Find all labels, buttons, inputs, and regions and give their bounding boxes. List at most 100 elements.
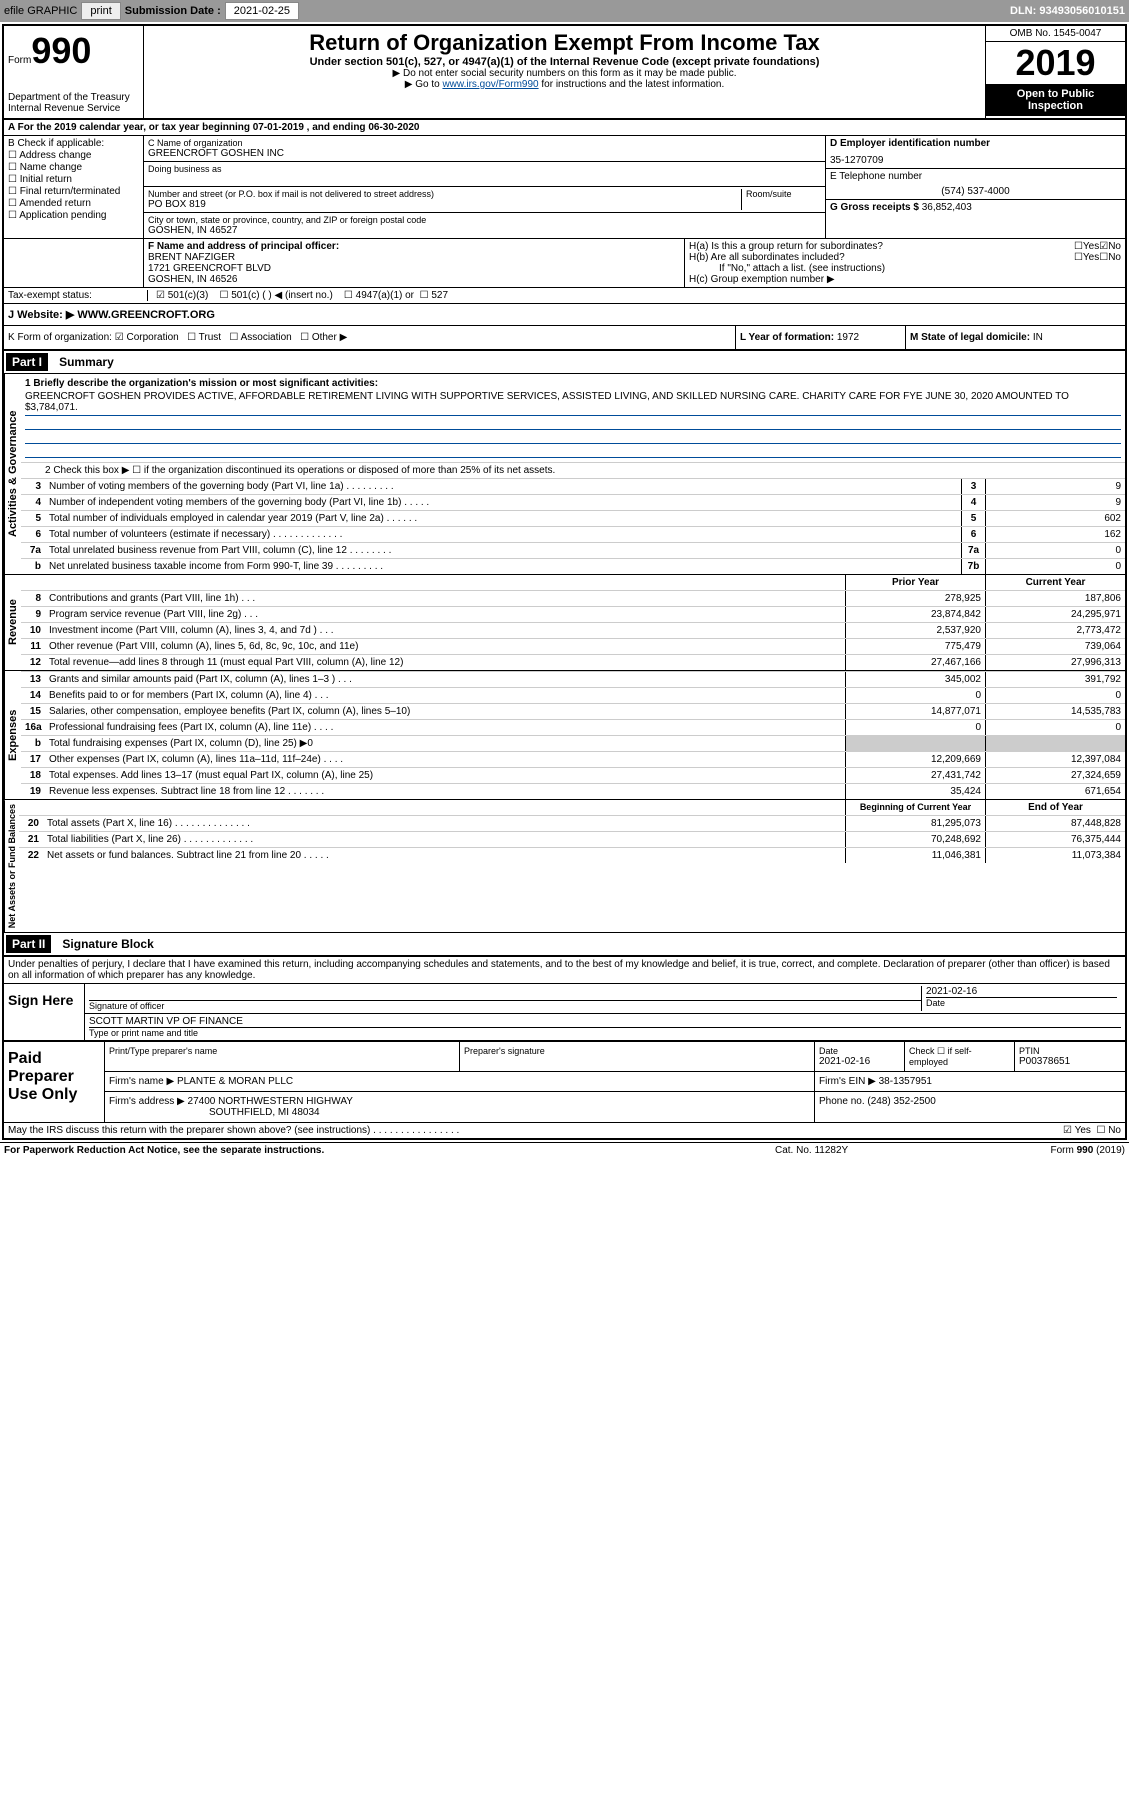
discuss-q: May the IRS discuss this return with the… (8, 1125, 1063, 1136)
activities-governance: Activities & Governance 1 Briefly descri… (4, 374, 1125, 575)
website-url: WWW.GREENCROFT.ORG (77, 309, 215, 321)
omb-number: OMB No. 1545-0047 (986, 26, 1125, 42)
summary-line: 13Grants and similar amounts paid (Part … (21, 671, 1125, 687)
header-left: Form 990 Department of the Treasury Inte… (4, 26, 144, 118)
i-label: Tax-exempt status: (8, 290, 92, 301)
f-label: F Name and address of principal officer: (148, 241, 680, 252)
dln: DLN: 93493056010151 (1010, 5, 1125, 17)
cb-amended[interactable]: ☐ Amended return (8, 198, 139, 209)
page-footer: For Paperwork Reduction Act Notice, see … (0, 1142, 1129, 1158)
k-label: K Form of organization: (8, 332, 112, 343)
form-ref: Form 990 (2019) (975, 1145, 1125, 1156)
summary-line: 6Total number of volunteers (estimate if… (21, 526, 1125, 542)
cb-name[interactable]: ☐ Name change (8, 162, 139, 173)
tax-period: A For the 2019 calendar year, or tax yea… (4, 120, 1125, 136)
firm-ein: 38-1357951 (879, 1076, 932, 1087)
summary-line: 4Number of independent voting members of… (21, 494, 1125, 510)
ein-label: D Employer identification number (830, 138, 1121, 149)
summary-line: 10Investment income (Part VIII, column (… (21, 622, 1125, 638)
summary-line: bTotal fundraising expenses (Part IX, co… (21, 735, 1125, 751)
part1-badge: Part I (6, 353, 48, 371)
revenue-section: Revenue Prior Year Current Year 8Contrib… (4, 575, 1125, 671)
summary-line: bNet unrelated business taxable income f… (21, 558, 1125, 574)
summary-line: 15Salaries, other compensation, employee… (21, 703, 1125, 719)
hb-label: H(b) Are all subordinates included? (689, 252, 1074, 263)
summary-line: 17Other expenses (Part IX, column (A), l… (21, 751, 1125, 767)
gross-receipts: 36,852,403 (922, 202, 972, 213)
submission-label: Submission Date : (125, 5, 221, 17)
dba-label: Doing business as (148, 164, 821, 174)
org-address: PO BOX 819 (148, 199, 741, 210)
501c3: 501(c)(3) (168, 290, 209, 301)
perjury-declare: Under penalties of perjury, I declare th… (4, 957, 1125, 983)
l-label: L Year of formation: (740, 332, 834, 343)
sign-here: Sign Here (4, 984, 84, 1040)
col-c: C Name of organization GREENCROFT GOSHEN… (144, 136, 825, 238)
part1-title: Summary (59, 355, 114, 369)
4947: 4947(a)(1) or (356, 290, 414, 301)
prior-year-hdr: Prior Year (845, 575, 985, 590)
summary-line: 11Other revenue (Part VIII, column (A), … (21, 638, 1125, 654)
c-name-label: C Name of organization (148, 138, 821, 148)
dept-treasury: Department of the Treasury Internal Reve… (8, 92, 139, 114)
summary-line: 20Total assets (Part X, line 16) . . . .… (19, 815, 1125, 831)
section-b-row: B Check if applicable: ☐ Address change … (4, 136, 1125, 239)
form-title: Return of Organization Exempt From Incom… (148, 30, 981, 56)
current-year-hdr: Current Year (985, 575, 1125, 590)
summary-line: 5Total number of individuals employed in… (21, 510, 1125, 526)
k-right: M State of legal domicile: IN (905, 326, 1125, 349)
q1: 1 Briefly describe the organization's mi… (25, 378, 1121, 389)
cb-address[interactable]: ☐ Address change (8, 150, 139, 161)
phone: (574) 537-4000 (830, 186, 1121, 197)
header-mid: Return of Organization Exempt From Incom… (144, 26, 985, 118)
header-right: OMB No. 1545-0047 2019 Open to Public In… (985, 26, 1125, 118)
summary-line: 19Revenue less expenses. Subtract line 1… (21, 783, 1125, 799)
paid-preparer-row: Paid Preparer Use Only Print/Type prepar… (4, 1040, 1125, 1122)
boy-hdr: Beginning of Current Year (845, 800, 985, 815)
col-b: B Check if applicable: ☐ Address change … (4, 136, 144, 238)
officer-addr1: 1721 GREENCROFT BLVD (148, 263, 680, 274)
cb-final[interactable]: ☐ Final return/terminated (8, 186, 139, 197)
cb-pending[interactable]: ☐ Application pending (8, 210, 139, 221)
m-label: M State of legal domicile: (910, 332, 1030, 343)
toolbar: efile GRAPHIC print Submission Date : 20… (0, 0, 1129, 22)
tax-year: 2019 (986, 42, 1125, 84)
summary-line: 3Number of voting members of the governi… (21, 478, 1125, 494)
section-f-row: F Name and address of principal officer:… (4, 239, 1125, 288)
type-label: Type or print name and title (89, 1027, 1121, 1038)
vert-na: Net Assets or Fund Balances (4, 800, 19, 932)
summary-line: 8Contributions and grants (Part VIII, li… (21, 590, 1125, 606)
summary-line: 21Total liabilities (Part X, line 26) . … (19, 831, 1125, 847)
date-label: Date (926, 997, 1117, 1008)
net-assets-section: Net Assets or Fund Balances Beginning of… (4, 800, 1125, 933)
summary-line: 7aTotal unrelated business revenue from … (21, 542, 1125, 558)
officer-addr2: GOSHEN, IN 46526 (148, 274, 680, 285)
org-name: GREENCROFT GOSHEN INC (148, 148, 821, 159)
state-domicile: IN (1033, 332, 1043, 343)
summary-line: 12Total revenue—add lines 8 through 11 (… (21, 654, 1125, 670)
mission-block: 1 Briefly describe the organization's mi… (21, 374, 1125, 462)
eoy-hdr: End of Year (985, 800, 1125, 815)
website-row: J Website: ▶ WWW.GREENCROFT.ORG (4, 304, 1125, 326)
rev-header: Prior Year Current Year (21, 575, 1125, 590)
cat-no: Cat. No. 11282Y (775, 1145, 975, 1156)
vert-exp: Expenses (4, 671, 21, 799)
mission-text: GREENCROFT GOSHEN PROVIDES ACTIVE, AFFOR… (25, 389, 1121, 416)
irs-link[interactable]: www.irs.gov/Form990 (442, 79, 538, 90)
b-label: B Check if applicable: (8, 138, 139, 149)
form-990: Form 990 Department of the Treasury Inte… (2, 24, 1127, 1140)
sig-officer-label: Signature of officer (89, 1000, 921, 1011)
discuss-row: May the IRS discuss this return with the… (4, 1122, 1125, 1138)
cb-initial[interactable]: ☐ Initial return (8, 174, 139, 185)
firm-addr1: 27400 NORTHWESTERN HIGHWAY (188, 1096, 353, 1107)
vert-ag: Activities & Governance (4, 374, 21, 574)
k-left: K Form of organization: ☑ Corporation ☐ … (4, 326, 735, 349)
sign-here-row: Sign Here Signature of officer 2021-02-1… (4, 983, 1125, 1040)
na-header: Beginning of Current Year End of Year (19, 800, 1125, 815)
phone-label: E Telephone number (830, 171, 1121, 182)
expenses-section: Expenses 13Grants and similar amounts pa… (4, 671, 1125, 800)
print-button[interactable]: print (81, 2, 120, 20)
gross-label: G Gross receipts $ (830, 202, 919, 213)
form-subtitle: Under section 501(c), 527, or 4947(a)(1)… (148, 56, 981, 68)
vert-rev: Revenue (4, 575, 21, 670)
